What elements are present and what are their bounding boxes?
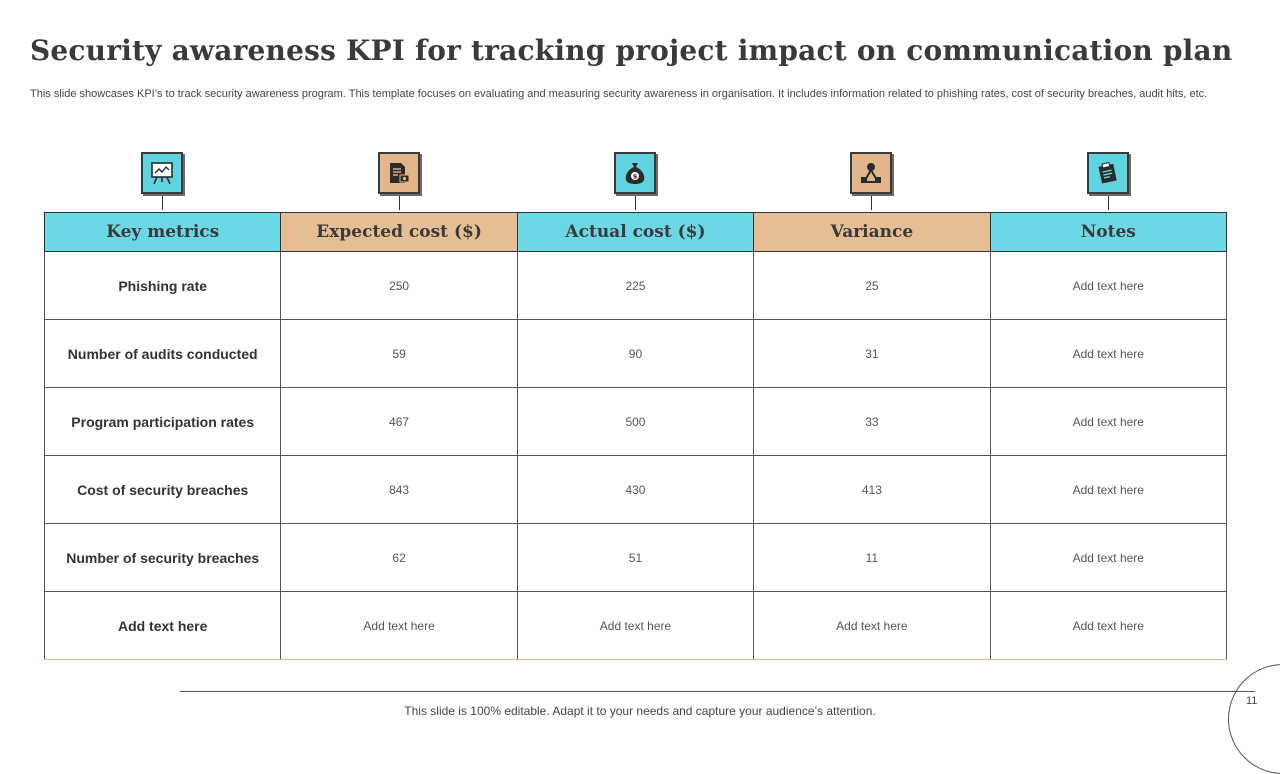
header-actual-cost: Actual cost ($) — [516, 212, 755, 252]
variance-cell: 413 — [753, 455, 991, 524]
actual-cost-cell: 90 — [516, 319, 755, 388]
slide-subtitle: This slide showcases KPI’s to track secu… — [30, 88, 1208, 100]
table-header-row: Key metrics Expected cost ($) Actual cos… — [43, 212, 1228, 252]
header-notes: Notes — [989, 212, 1228, 252]
metric-cell: Number of security breaches — [43, 523, 282, 592]
metric-cell: Phishing rate — [43, 251, 282, 320]
actual-cost-cell: 500 — [516, 387, 755, 456]
svg-text:$: $ — [633, 173, 638, 181]
variance-cell: 31 — [753, 319, 991, 388]
header-key-metrics: Key metrics — [43, 212, 282, 252]
actual-cost-cell: 51 — [516, 523, 755, 592]
expected-cost-cell: 467 — [280, 387, 518, 456]
expected-cost-cell: 843 — [280, 455, 518, 524]
table-row: Number of audits conducted 59 90 31 Add … — [43, 319, 1228, 388]
invoice-document-icon — [378, 152, 420, 194]
metric-cell: Number of audits conducted — [43, 319, 282, 388]
variance-cell: 11 — [753, 523, 991, 592]
icon-column-4 — [848, 152, 894, 212]
variance-shapes-icon — [850, 152, 892, 194]
table-row: Phishing rate 250 225 25 Add text here — [43, 251, 1228, 320]
notes-cell: Add text here — [989, 319, 1228, 388]
variance-cell: Add text here — [753, 591, 991, 660]
footer-divider — [180, 691, 1255, 692]
notes-clipboard-icon — [1087, 152, 1129, 194]
expected-cost-cell: 250 — [280, 251, 518, 320]
money-bag-icon: $ — [614, 152, 656, 194]
expected-cost-cell: Add text here — [280, 591, 518, 660]
expected-cost-cell: 62 — [280, 523, 518, 592]
variance-cell: 33 — [753, 387, 991, 456]
metric-cell: Program participation rates — [43, 387, 282, 456]
table-row: Program participation rates 467 500 33 A… — [43, 387, 1228, 456]
icon-column-5 — [1085, 152, 1131, 212]
notes-cell: Add text here — [989, 251, 1228, 320]
expected-cost-cell: 59 — [280, 319, 518, 388]
actual-cost-cell: 430 — [516, 455, 755, 524]
footer-note: This slide is 100% editable. Adapt it to… — [404, 704, 876, 718]
icon-column-3: $ — [612, 152, 658, 212]
page-number-circle — [1228, 664, 1280, 774]
presentation-board-icon — [141, 152, 183, 194]
notes-cell: Add text here — [989, 455, 1228, 524]
slide-title: Security awareness KPI for tracking proj… — [30, 34, 1233, 67]
actual-cost-cell: 225 — [516, 251, 755, 320]
table-row: Cost of security breaches 843 430 413 Ad… — [43, 455, 1228, 524]
kpi-table: Key metrics Expected cost ($) Actual cos… — [43, 212, 1228, 660]
header-expected-cost: Expected cost ($) — [280, 212, 518, 252]
table-row: Number of security breaches 62 51 11 Add… — [43, 523, 1228, 592]
notes-cell: Add text here — [989, 591, 1228, 660]
icon-column-1 — [139, 152, 185, 212]
notes-cell: Add text here — [989, 523, 1228, 592]
page-number: 11 — [1246, 695, 1258, 707]
metric-cell: Add text here — [43, 591, 282, 660]
table-row: Add text here Add text here Add text her… — [43, 591, 1228, 660]
icon-column-2 — [376, 152, 422, 212]
notes-cell: Add text here — [989, 387, 1228, 456]
variance-cell: 25 — [753, 251, 991, 320]
header-variance: Variance — [753, 212, 991, 252]
actual-cost-cell: Add text here — [516, 591, 755, 660]
metric-cell: Cost of security breaches — [43, 455, 282, 524]
